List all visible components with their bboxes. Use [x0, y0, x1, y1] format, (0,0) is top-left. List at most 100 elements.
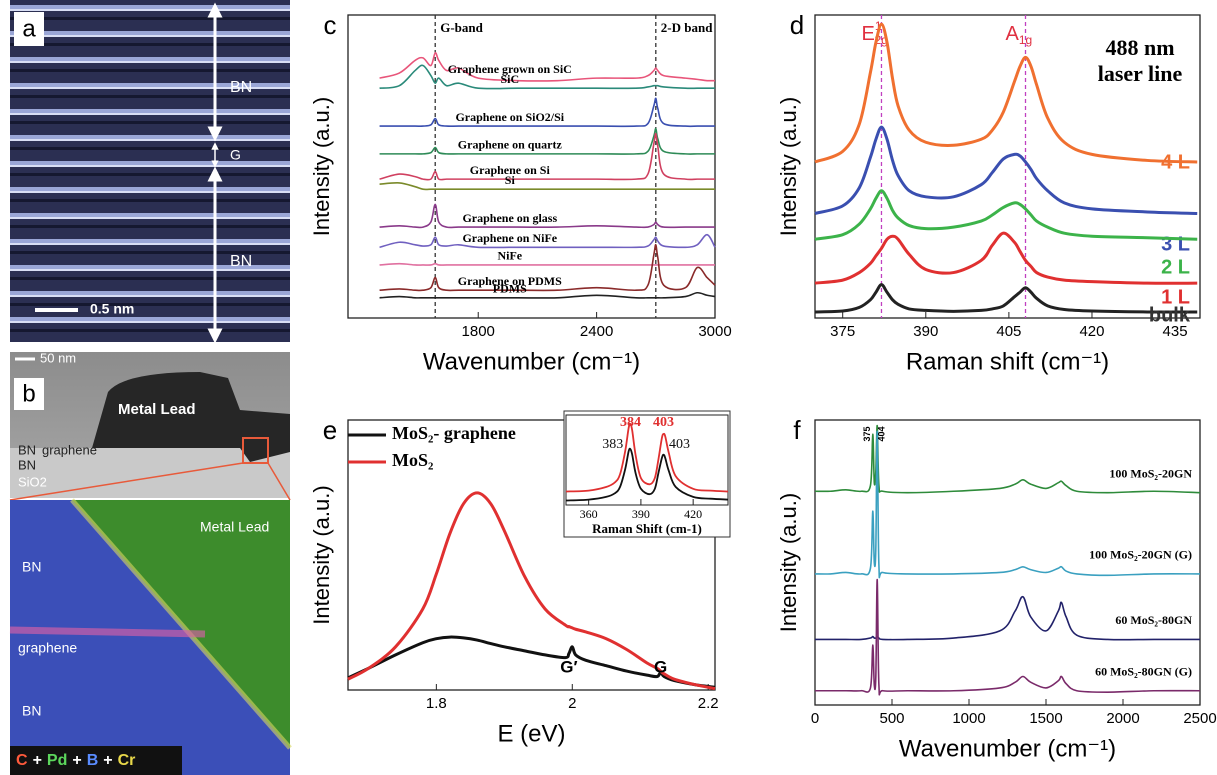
series-label: 100 MoS₂-20GN (G) [1089, 548, 1192, 562]
page: BN G BN a 0.5 nm 50 nm b Metal Lead BN g… [0, 0, 1217, 775]
x-tick-label: 2.2 [698, 695, 719, 712]
legend-element: B [87, 752, 99, 769]
legend-label: MoS₂- graphene [392, 423, 516, 443]
peak-annotation: G′ [560, 657, 577, 676]
y-axis-label: Intensity (a.u.) [776, 97, 801, 236]
peak-value-label: 384 [620, 415, 641, 430]
series-label: Graphene on NiFe [462, 231, 557, 245]
spectrum-line [815, 233, 1197, 283]
peak-name-main: A [1006, 23, 1020, 45]
layer-label: BN [230, 253, 252, 270]
series-label: 60 MoS₂-80GN (G) [1095, 665, 1192, 679]
spectrum-line [815, 426, 1200, 493]
tem-label: graphene [42, 442, 97, 457]
series-label: SiC [500, 72, 519, 86]
legend-label: MoS₂ [392, 450, 433, 470]
spectrum-line [380, 293, 715, 298]
series-label: 3 L [1161, 233, 1190, 255]
layer-label: BN [230, 79, 252, 96]
tem-label: SiO2 [18, 474, 47, 489]
x-tick-label: 0 [811, 710, 819, 727]
chart: 375390405420435Raman shift (cm⁻¹)Intensi… [776, 10, 1200, 375]
x-tick-label: 375 [830, 323, 855, 340]
series-label: Graphene on quartz [458, 138, 563, 152]
x-axis-label: E (eV) [497, 720, 565, 747]
y-axis-label: Intensity (a.u.) [309, 485, 334, 624]
panel-label: f [793, 415, 801, 445]
reference-label: G-band [440, 20, 483, 35]
series-label: 2 L [1161, 256, 1190, 278]
x-axis-label: Raman Shift (cm-1) [592, 521, 702, 536]
x-tick-label: 1.8 [426, 695, 447, 712]
scale-label: 50 nm [40, 350, 76, 365]
peak-name-sub: 1g [1019, 33, 1032, 47]
x-tick-label: 2 [568, 695, 576, 712]
series-label: Graphene on glass [462, 211, 557, 225]
series-label: Si [505, 173, 516, 187]
x-tick-label: 500 [879, 710, 904, 727]
scale-label: 0.5 nm [90, 301, 134, 317]
peak-name: A1g [1006, 23, 1033, 47]
map-label: BN [22, 703, 41, 719]
graphene-layer [10, 630, 205, 634]
legend-element: Pd [47, 752, 67, 769]
x-tick-label: 420 [1079, 323, 1104, 340]
series-label: Graphene on SiO2/Si [455, 110, 564, 124]
peak-name-main: E [861, 23, 874, 45]
tem-label: Metal Lead [118, 401, 196, 418]
spectrum-line [380, 264, 715, 265]
panel-label: a [22, 15, 36, 42]
peak-label: 375 [862, 426, 872, 441]
annotation: 488 nm [1105, 35, 1174, 60]
y-axis-label: Intensity (a.u.) [309, 97, 334, 236]
stem-image [10, 0, 290, 342]
x-tick-label: 390 [913, 323, 938, 340]
peak-value-label: 383 [602, 437, 623, 452]
x-axis-label: Raman shift (cm⁻¹) [906, 348, 1109, 375]
peak-label: 404 [877, 426, 887, 441]
reference-label: 2-D band [661, 20, 713, 35]
panel-label: b [22, 380, 35, 407]
x-tick-label: 390 [632, 507, 650, 521]
panel-label: e [323, 415, 337, 445]
x-tick-label: 1500 [1029, 710, 1062, 727]
x-tick-label: 2000 [1106, 710, 1139, 727]
annotation: laser line [1098, 61, 1183, 86]
peak-annotation: G [654, 657, 667, 676]
series-label: NiFe [497, 249, 522, 263]
series-label: 60 MoS₂-80GN [1115, 613, 1192, 627]
chart: 1800 2400 3000 Wavenumber (cm⁻¹) Intensity (… [309, 10, 732, 375]
peak-value-label: 403 [653, 415, 674, 430]
panel-label: c [324, 10, 337, 40]
x-axis-label: Wavenumber (cm⁻¹) [423, 348, 640, 375]
x-tick-label: 405 [996, 323, 1021, 340]
x-tick-label: 2500 [1183, 710, 1216, 727]
legend-separator: + [33, 752, 42, 769]
figure: BN G BN a 0.5 nm 50 nm b Metal Lead BN g… [0, 0, 1217, 775]
y-axis-label: Intensity (a.u.) [776, 493, 801, 632]
panel-a: BN G BN a 0.5 nm [10, 0, 290, 342]
spectrum-line [815, 191, 1197, 239]
series-label: PDMS [493, 282, 527, 296]
tem-label: BN [18, 442, 36, 457]
x-tick-label: 1800 [462, 323, 495, 340]
map-label: BN [22, 559, 41, 575]
series-label: bulk [1149, 304, 1191, 326]
map-label: graphene [18, 640, 77, 656]
x-tick-label: 3000 [698, 323, 731, 340]
x-tick-label: 420 [684, 507, 702, 521]
spectrum-line [815, 285, 1197, 312]
legend-element: C [16, 752, 28, 769]
tem-label: BN [18, 457, 36, 472]
panel-b: 50 nm b Metal Lead BN graphene BN SiO2 M… [10, 350, 290, 775]
peak-value-label: 403 [669, 437, 690, 452]
x-tick-label: 2400 [580, 323, 613, 340]
legend-separator: + [72, 752, 81, 769]
element-legend: C+Pd+B+Cr [16, 752, 135, 769]
map-label: Metal Lead [200, 519, 269, 535]
panel-label: d [790, 10, 804, 40]
series-label: 100 MoS₂-20GN [1109, 466, 1192, 480]
x-tick-label: 1000 [952, 710, 985, 727]
